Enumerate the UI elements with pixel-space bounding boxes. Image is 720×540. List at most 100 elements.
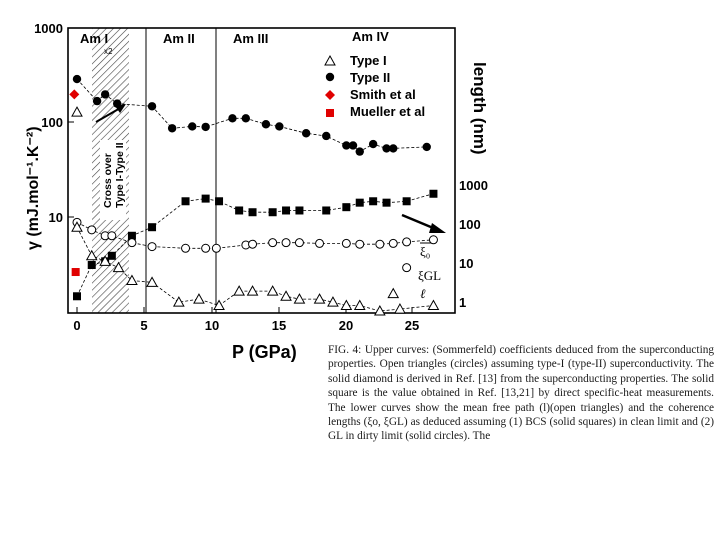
point-type-ii-5	[167, 124, 177, 133]
point-0-bcs-clean-limit-6	[181, 197, 190, 206]
legend-label-mueller: Mueller et al	[350, 104, 425, 119]
x-tick-10: 10	[205, 318, 219, 333]
svg-text:Cross over: Cross over	[102, 153, 114, 208]
phase-label-am-iv: Am IV	[352, 29, 389, 44]
caption-text: Upper curves: (Sommerfeld) coefficients …	[328, 344, 714, 443]
point-gl-gl-dirty-limit-5	[147, 242, 157, 252]
point-mean-free-path-4	[126, 274, 138, 285]
point-gl-gl-dirty-limit-13	[294, 238, 304, 248]
legend-label-type-ii: Type II	[350, 70, 390, 85]
point-mean-free-path-0	[71, 221, 83, 232]
point-mean-free-path-5	[146, 276, 158, 287]
legend-lower: ξ₀ ξGL ℓ	[418, 242, 441, 301]
point-type-ii-4	[147, 102, 157, 111]
point-type-ii-8	[228, 114, 237, 123]
point-mean-free-path-13	[293, 293, 306, 304]
point-0-bcs-clean-limit-9	[235, 206, 244, 215]
point-gl-gl-dirty-limit-4	[127, 238, 137, 248]
point-mean-free-path-16	[340, 299, 353, 310]
point-0-bcs-clean-limit-12	[282, 206, 291, 215]
y-tick-100: 100	[41, 115, 63, 130]
cb-annotation: x2	[104, 47, 113, 56]
legend-label-ell: ℓ	[420, 286, 426, 301]
point-type-ii-15	[348, 141, 358, 150]
point-gl-gl-dirty-limit-8	[211, 243, 221, 253]
point-gl-gl-dirty-limit-19	[402, 237, 412, 247]
point-mean-free-path-1	[85, 249, 98, 261]
y-tick-right-1000: 1000	[459, 178, 488, 193]
plot-area	[67, 27, 456, 314]
x-axis-label: P (GPa)	[232, 342, 297, 362]
phase-label-am-iii: Am III	[233, 31, 268, 46]
point-gl-gl-dirty-limit-7	[201, 243, 211, 253]
point-type-ii-3	[113, 99, 122, 108]
point-type-ii-18	[382, 144, 391, 153]
point-0-bcs-clean-limit-19	[402, 197, 411, 206]
legend-label-smith: Smith et al	[350, 87, 416, 102]
point-0-bcs-clean-limit-4	[127, 231, 136, 240]
point-gl-gl-dirty-limit-6	[181, 243, 191, 253]
legend-label-type-i: Type I	[350, 53, 387, 68]
svg-text:γ (mJ.mol⁻¹.K⁻²): γ (mJ.mol⁻¹.K⁻²)	[25, 126, 42, 250]
point-type-i-0	[71, 106, 83, 117]
point-gl-gl-dirty-limit-15	[341, 238, 351, 248]
point-mean-free-path-17	[353, 299, 366, 310]
arrow-right	[401, 213, 446, 233]
y-tick-labels-right: 1 10 100 1000	[459, 178, 488, 310]
phase-label-am-ii: Am II	[163, 31, 195, 46]
point-mean-free-path-18	[373, 304, 386, 316]
point-mean-free-path-11	[266, 285, 279, 296]
point-type-ii-6	[188, 122, 197, 131]
point-type-ii-2	[100, 90, 110, 99]
point-type-ii-19	[389, 144, 398, 153]
point-0-bcs-clean-limit-20	[429, 189, 438, 198]
point-gl-gl-dirty-limit-11	[268, 238, 278, 248]
y-tick-right-100: 100	[459, 217, 481, 232]
phase-label-am-i: Am I	[80, 31, 108, 46]
point-gl-gl-dirty-limit-20	[428, 235, 438, 245]
point-0-bcs-clean-limit-5	[148, 223, 157, 232]
point-type-ii-14	[342, 141, 351, 150]
x-tick-labels: 0 5 10 15 20 25	[73, 318, 419, 333]
point-mean-free-path-6	[172, 296, 185, 307]
point-mueller-et-al-0	[71, 268, 80, 277]
point-0-bcs-clean-limit-11	[268, 208, 277, 217]
point-type-ii-12	[301, 129, 311, 138]
point-smith-et-al-0	[69, 89, 80, 100]
point-0-bcs-clean-limit-10	[248, 208, 257, 217]
point-0-bcs-clean-limit-17	[369, 197, 378, 206]
point-type-ii-11	[275, 122, 284, 131]
point-gl-gl-dirty-limit-12	[281, 238, 291, 248]
y-tick-right-1: 1	[459, 295, 466, 310]
point-type-ii-16	[355, 147, 364, 156]
y-axis-right-label: length (nm)	[470, 62, 489, 155]
point-0-bcs-clean-limit-0	[73, 292, 81, 301]
legend-marker-type-i	[324, 54, 336, 66]
point-type-ii-1	[92, 96, 102, 106]
y-tick-10: 10	[49, 210, 63, 225]
point-mean-free-path-12	[280, 290, 292, 301]
point-mean-free-path-9	[233, 285, 245, 296]
point-0-bcs-clean-limit-14	[322, 206, 331, 215]
point-mean-free-path-3	[112, 261, 125, 273]
point-gl-gl-dirty-limit-14	[315, 238, 325, 248]
legend-label-xigl: ξGL	[418, 268, 441, 283]
point-gl-gl-dirty-limit-16	[355, 239, 365, 249]
svg-text:length (nm): length (nm)	[470, 62, 489, 155]
y-tick-labels-left: 10 100 1000	[34, 21, 63, 225]
point-gl-gl-dirty-limit-17	[375, 239, 385, 249]
y-tick-marks-left	[68, 121, 74, 218]
point-0-bcs-clean-limit-15	[342, 203, 351, 212]
point-type-ii-0	[72, 74, 82, 84]
point-type-ii-7	[201, 122, 210, 132]
point-type-ii-9	[241, 114, 251, 123]
point-0-bcs-clean-limit-1	[87, 261, 96, 270]
figure-caption: FIG. 4: Upper curves: (Sommerfeld) coeff…	[328, 343, 714, 495]
point-0-bcs-clean-limit-7	[201, 194, 210, 203]
point-mean-free-path-8	[213, 299, 225, 310]
x-tick-25: 25	[405, 318, 419, 333]
x-tick-0: 0	[73, 318, 80, 333]
caption-label: FIG. 4:	[328, 344, 362, 356]
legend-marker-smith	[325, 90, 335, 100]
